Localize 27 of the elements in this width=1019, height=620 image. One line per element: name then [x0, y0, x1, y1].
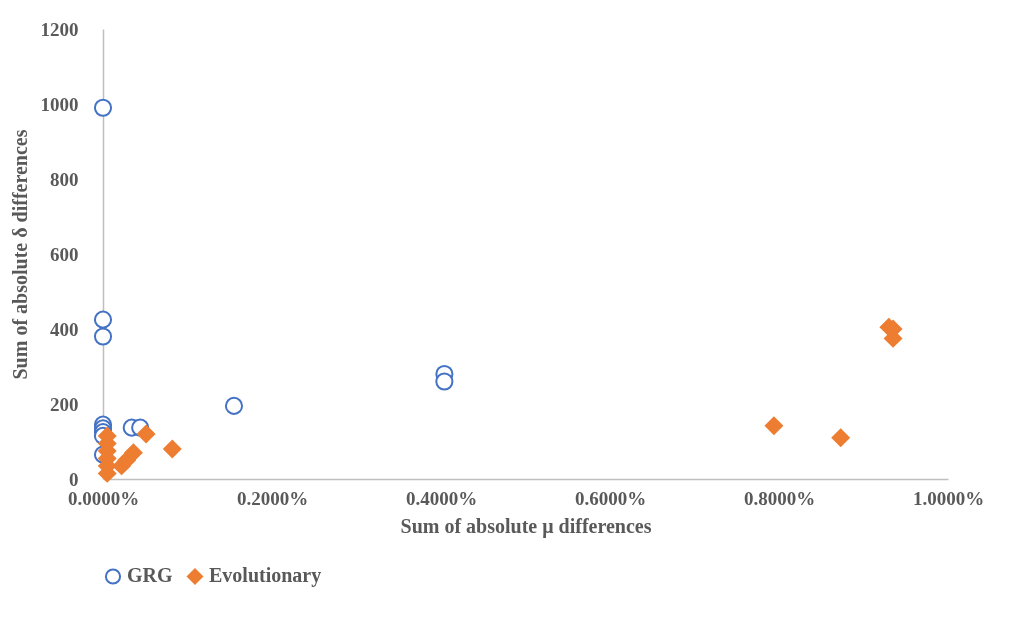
point — [137, 424, 156, 444]
x-tick-label: 0.2000% — [236, 487, 309, 509]
point — [435, 372, 454, 391]
y-tick-label: 1000 — [40, 93, 79, 115]
x-tick-label: 0.8000% — [743, 487, 816, 509]
y-tick-label: 400 — [50, 318, 79, 340]
y-tick-label: 200 — [50, 393, 79, 415]
y-tick-label: 800 — [50, 168, 79, 190]
x-tick-label: 1.0000% — [912, 487, 985, 509]
legend-label: GRG — [127, 564, 173, 587]
point — [93, 98, 113, 117]
y-tick-label: 1200 — [40, 18, 79, 40]
y-tick-label: 600 — [50, 243, 79, 265]
point — [224, 396, 244, 415]
x-tick-label: 0.0000% — [67, 487, 140, 509]
x-tick-label: 0.4000% — [405, 487, 478, 509]
point — [93, 310, 113, 329]
y-tick-label: 0 — [69, 468, 79, 490]
y-axis-title: Sum of absolute δ differences — [8, 129, 31, 380]
point — [831, 428, 850, 447]
x-axis-title: Sum of absolute μ differences — [400, 514, 652, 538]
point — [93, 327, 113, 346]
legend-label: Evolutionary — [209, 564, 322, 588]
point — [764, 416, 783, 435]
x-tick-label: 0.6000% — [574, 487, 647, 509]
point — [163, 439, 182, 459]
point — [124, 443, 143, 462]
